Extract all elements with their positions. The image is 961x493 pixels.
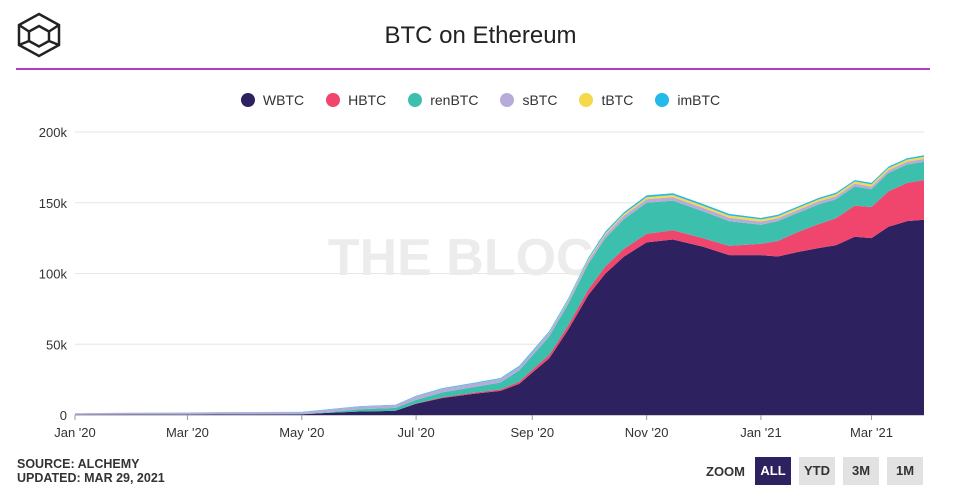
zoom-3m-button[interactable]: 3M <box>843 457 879 485</box>
legend-dot <box>500 93 515 107</box>
updated-text: UPDATED: MAR 29, 2021 <box>17 471 165 485</box>
series-area-renbtc[interactable] <box>75 161 924 415</box>
legend-dot <box>240 93 255 107</box>
legend-label: sBTC <box>522 92 558 108</box>
x-tick-label: Mar '20 <box>166 425 209 440</box>
x-tick-label: May '20 <box>279 425 324 440</box>
y-tick-label: 0 <box>60 408 67 423</box>
legend-dot <box>655 93 670 107</box>
y-tick-label: 100k <box>39 267 68 282</box>
y-tick-label: 150k <box>39 196 68 211</box>
x-tick-label: Sep '20 <box>510 425 554 440</box>
chart-legend: WBTC HBTC renBTC sBTC tBTC imBTC <box>0 92 961 108</box>
legend-label: imBTC <box>677 92 721 108</box>
x-tick-label: Mar '21 <box>850 425 893 440</box>
page-title: BTC on Ethereum <box>384 22 577 49</box>
x-tick-label: Jan '20 <box>54 425 96 440</box>
legend-item-imbtc[interactable]: imBTC <box>655 92 720 108</box>
x-tick-label: Jan '21 <box>740 425 782 440</box>
zoom-all-button[interactable]: ALL <box>755 457 791 485</box>
zoom-controls: ZOOM ALL YTD 3M 1M <box>706 457 923 485</box>
zoom-ytd-button[interactable]: YTD <box>799 457 835 485</box>
chart-footer: SOURCE: ALCHEMY UPDATED: MAR 29, 2021 <box>17 457 165 485</box>
legend-item-sbtc[interactable]: sBTC <box>500 92 557 108</box>
y-tick-label: 200k <box>39 125 68 140</box>
series-area-wbtc[interactable] <box>75 219 924 415</box>
legend-item-hbtc[interactable]: HBTC <box>326 92 386 108</box>
legend-label: tBTC <box>601 92 634 108</box>
source-text: SOURCE: ALCHEMY <box>17 457 140 471</box>
title-divider <box>16 68 930 70</box>
zoom-label: ZOOM <box>706 463 745 479</box>
legend-label: WBTC <box>262 92 305 108</box>
y-tick-label: 50k <box>46 337 67 352</box>
legend-label: HBTC <box>348 92 387 108</box>
legend-item-tbtc[interactable]: tBTC <box>579 92 633 108</box>
legend-dot <box>408 93 423 107</box>
x-tick-label: Nov '20 <box>625 425 669 440</box>
legend-label: renBTC <box>430 92 479 108</box>
the-block-logo <box>17 12 61 58</box>
legend-item-renbtc[interactable]: renBTC <box>408 92 478 108</box>
legend-dot <box>579 93 594 107</box>
x-tick-label: Jul '20 <box>398 425 435 440</box>
legend-item-wbtc[interactable]: WBTC <box>240 92 305 108</box>
legend-dot <box>326 93 341 107</box>
zoom-1m-button[interactable]: 1M <box>887 457 923 485</box>
